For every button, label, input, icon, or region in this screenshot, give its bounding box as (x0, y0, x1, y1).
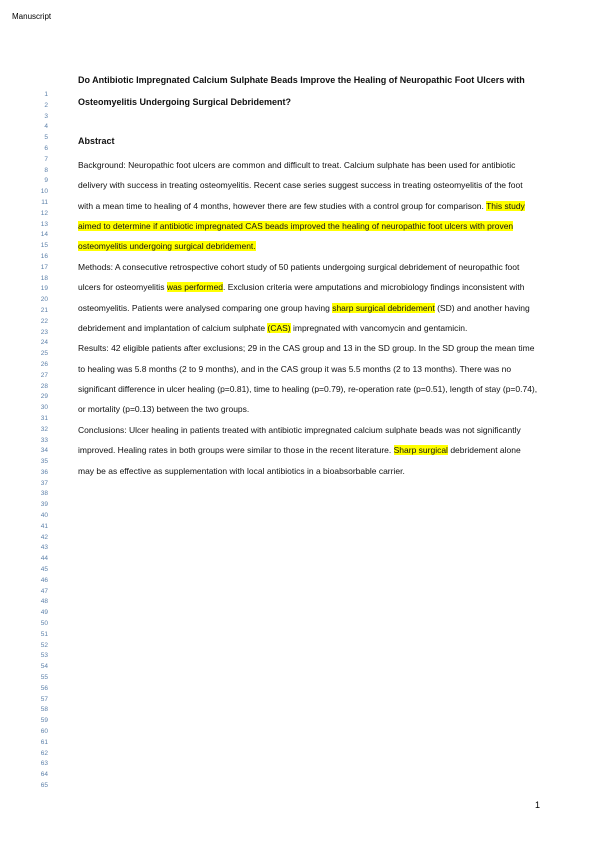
line-numbers: 1 2 3 4 5 6 7 8 9 10 11 12 13 14 15 16 1… (30, 90, 48, 792)
background-paragraph: Background: Neuropathic foot ulcers are … (78, 155, 538, 257)
background-text: Background: Neuropathic foot ulcers are … (78, 160, 523, 211)
manuscript-content: Do Antibiotic Impregnated Calcium Sulpha… (78, 70, 538, 481)
abstract-heading: Abstract (78, 131, 538, 153)
methods-text-4: impregnated with vancomycin and gentamic… (291, 323, 468, 333)
page-number: 1 (535, 800, 540, 810)
conclusions-highlight: Sharp surgical (394, 445, 448, 455)
methods-highlight-1: was performed (167, 282, 223, 292)
methods-paragraph: Methods: A consecutive retrospective coh… (78, 257, 538, 339)
results-paragraph: Results: 42 eligible patients after excl… (78, 338, 538, 420)
page-title: Do Antibiotic Impregnated Calcium Sulpha… (78, 70, 538, 113)
methods-highlight-2: sharp surgical debridement (332, 303, 435, 313)
conclusions-paragraph: Conclusions: Ulcer healing in patients t… (78, 420, 538, 481)
methods-highlight-3: (CAS) (267, 323, 290, 333)
header-label: Manuscript (12, 12, 51, 21)
